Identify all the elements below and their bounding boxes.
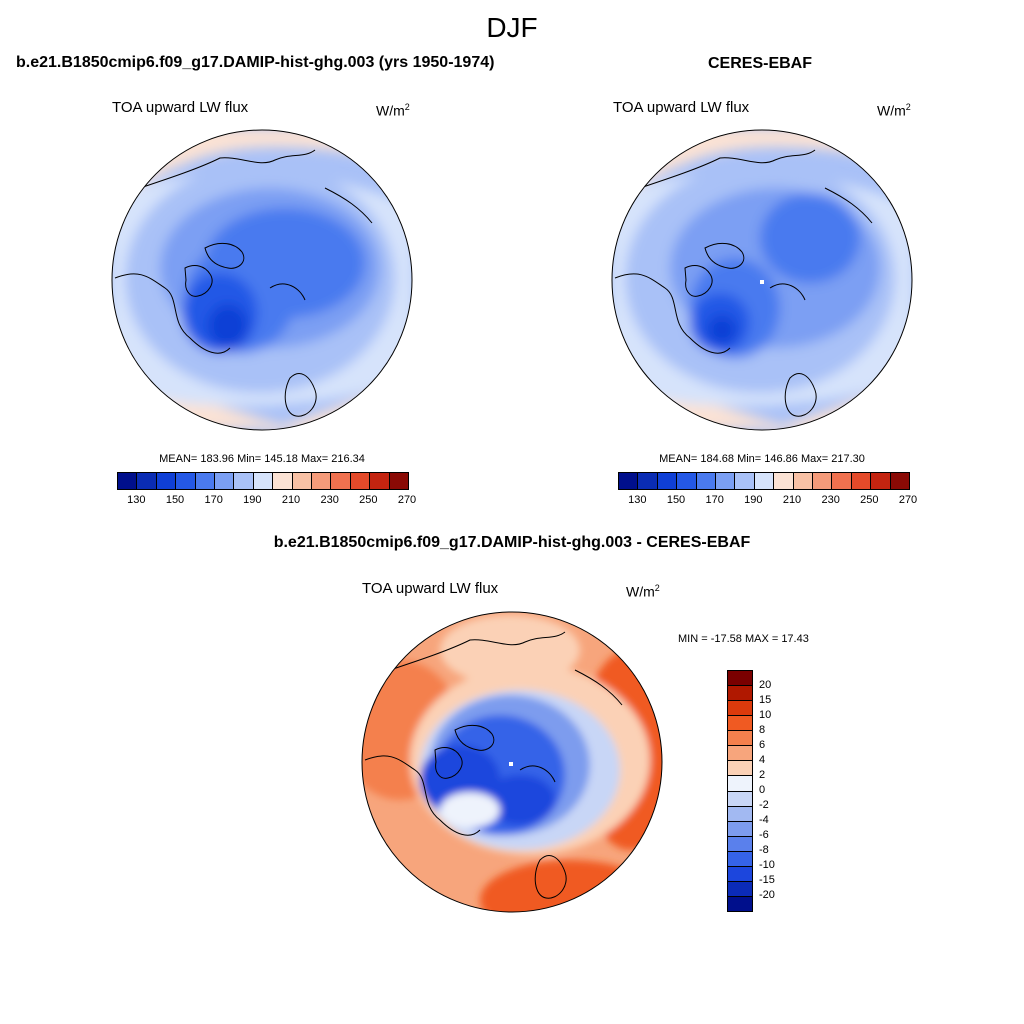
colorbar-tick-label: 8 bbox=[759, 724, 766, 736]
colorbar-tick-label: 4 bbox=[759, 754, 766, 766]
colorbar-swatch bbox=[728, 851, 752, 867]
colorbar-swatch bbox=[871, 473, 891, 489]
colorbar-tick-label: 2 bbox=[759, 769, 766, 781]
model-variable-label: TOA upward LW flux bbox=[112, 99, 249, 116]
model-units-label: W/m2 bbox=[376, 102, 410, 119]
colorbar-tick-label: 210 bbox=[281, 494, 301, 506]
colorbar-tick-label: 230 bbox=[821, 494, 840, 506]
colorbar-tick-label: 170 bbox=[204, 494, 223, 506]
colorbar-swatch bbox=[728, 746, 752, 762]
colorbar-swatch bbox=[728, 866, 752, 882]
colorbar-swatch bbox=[176, 473, 196, 489]
colorbar-swatch bbox=[215, 473, 235, 489]
model-stats: MEAN= 183.96 Min= 145.18 Max= 216.34 bbox=[159, 453, 365, 465]
colorbar-swatch bbox=[728, 821, 752, 837]
obs-colorbar bbox=[618, 472, 910, 490]
diff-colorbar bbox=[727, 670, 753, 912]
diff-variable-label: TOA upward LW flux bbox=[362, 580, 499, 597]
colorbar-swatch bbox=[728, 776, 752, 792]
diff-stats: MIN = -17.58 MAX = 17.43 bbox=[678, 633, 809, 645]
colorbar-swatch bbox=[638, 473, 658, 489]
colorbar-swatch bbox=[728, 731, 752, 747]
diff-colorbar-ticks: 20 15 10 8 6 4 2 0 -2 -4 -6 -8 -10 -15 -20 bbox=[759, 670, 799, 910]
colorbar-swatch bbox=[292, 473, 313, 489]
colorbar-tick-label: 170 bbox=[705, 494, 724, 506]
obs-units-label: W/m2 bbox=[877, 102, 911, 119]
colorbar-tick-label: -20 bbox=[759, 889, 775, 901]
colorbar-tick-label: 150 bbox=[165, 494, 185, 506]
colorbar-swatch bbox=[728, 806, 752, 822]
obs-variable-label: TOA upward LW flux bbox=[613, 99, 750, 116]
colorbar-tick-label: 250 bbox=[359, 494, 378, 506]
colorbar-swatch bbox=[389, 473, 409, 489]
colorbar-swatch bbox=[728, 671, 752, 687]
colorbar-tick-label: 0 bbox=[759, 784, 766, 796]
colorbar-tick-label: 270 bbox=[397, 494, 417, 506]
colorbar-tick-label: 6 bbox=[759, 739, 766, 751]
colorbar-tick-label: -10 bbox=[759, 859, 775, 871]
colorbar-swatch bbox=[619, 473, 639, 489]
obs-panel-title: CERES-EBAF bbox=[708, 55, 813, 72]
colorbar-swatch bbox=[728, 791, 752, 807]
colorbar-swatch bbox=[253, 473, 274, 489]
model-panel-title: b.e21.B1850cmip6.f09_g17.DAMIP-hist-ghg.… bbox=[16, 54, 495, 71]
colorbar-swatch bbox=[350, 473, 371, 489]
colorbar-tick-label: 250 bbox=[860, 494, 879, 506]
colorbar-swatch bbox=[156, 473, 177, 489]
colorbar-tick-label: 20 bbox=[759, 679, 772, 691]
colorbar-swatch bbox=[677, 473, 697, 489]
colorbar-swatch bbox=[273, 473, 293, 489]
colorbar-swatch bbox=[118, 473, 138, 489]
colorbar-tick-label: -15 bbox=[759, 874, 775, 886]
model-colorbar bbox=[117, 472, 409, 490]
colorbar-swatch bbox=[890, 473, 910, 489]
colorbar-tick-label: -8 bbox=[759, 844, 769, 856]
model-polar-map bbox=[111, 129, 413, 431]
colorbar-swatch bbox=[728, 881, 752, 897]
colorbar-tick-label: 150 bbox=[666, 494, 686, 506]
colorbar-tick-label: 190 bbox=[243, 494, 262, 506]
colorbar-swatch bbox=[331, 473, 351, 489]
obs-stats: MEAN= 184.68 Min= 146.86 Max= 217.30 bbox=[659, 453, 865, 465]
diff-panel-title: b.e21.B1850cmip6.f09_g17.DAMIP-hist-ghg.… bbox=[273, 534, 751, 551]
colorbar-swatch bbox=[137, 473, 157, 489]
colorbar-swatch bbox=[195, 473, 216, 489]
colorbar-swatch bbox=[728, 701, 752, 717]
colorbar-tick-label: -4 bbox=[759, 814, 769, 826]
model-colorbar-ticks: 130 150 170 190 210 230 250 270 bbox=[117, 494, 416, 508]
colorbar-tick-label: 270 bbox=[898, 494, 918, 506]
colorbar-swatch bbox=[774, 473, 794, 489]
colorbar-tick-label: 130 bbox=[628, 494, 647, 506]
colorbar-swatch bbox=[657, 473, 678, 489]
colorbar-swatch bbox=[735, 473, 755, 489]
colorbar-tick-label: 190 bbox=[744, 494, 763, 506]
figure-title: DJF bbox=[486, 12, 538, 43]
colorbar-swatch bbox=[696, 473, 717, 489]
colorbar-swatch bbox=[813, 473, 833, 489]
colorbar-swatch bbox=[312, 473, 332, 489]
colorbar-swatch bbox=[234, 473, 254, 489]
colorbar-tick-label: 130 bbox=[127, 494, 146, 506]
colorbar-tick-label: 230 bbox=[320, 494, 339, 506]
colorbar-swatch bbox=[728, 761, 752, 777]
colorbar-tick-label: -2 bbox=[759, 799, 769, 811]
colorbar-swatch bbox=[728, 716, 752, 732]
colorbar-swatch bbox=[370, 473, 390, 489]
diff-polar-map bbox=[361, 611, 663, 913]
colorbar-tick-label: 10 bbox=[759, 709, 772, 721]
colorbar-swatch bbox=[832, 473, 852, 489]
obs-polar-map bbox=[611, 129, 913, 431]
colorbar-swatch bbox=[728, 896, 752, 911]
colorbar-swatch bbox=[851, 473, 872, 489]
diff-units-label: W/m2 bbox=[626, 583, 660, 600]
colorbar-swatch bbox=[793, 473, 814, 489]
colorbar-tick-label: -6 bbox=[759, 829, 769, 841]
colorbar-tick-label: 210 bbox=[782, 494, 802, 506]
colorbar-swatch bbox=[728, 686, 752, 702]
obs-colorbar-ticks: 130 150 170 190 210 230 250 270 bbox=[618, 494, 917, 508]
colorbar-swatch bbox=[754, 473, 775, 489]
colorbar-swatch bbox=[716, 473, 736, 489]
colorbar-tick-label: 15 bbox=[759, 694, 772, 706]
colorbar-swatch bbox=[728, 836, 752, 852]
